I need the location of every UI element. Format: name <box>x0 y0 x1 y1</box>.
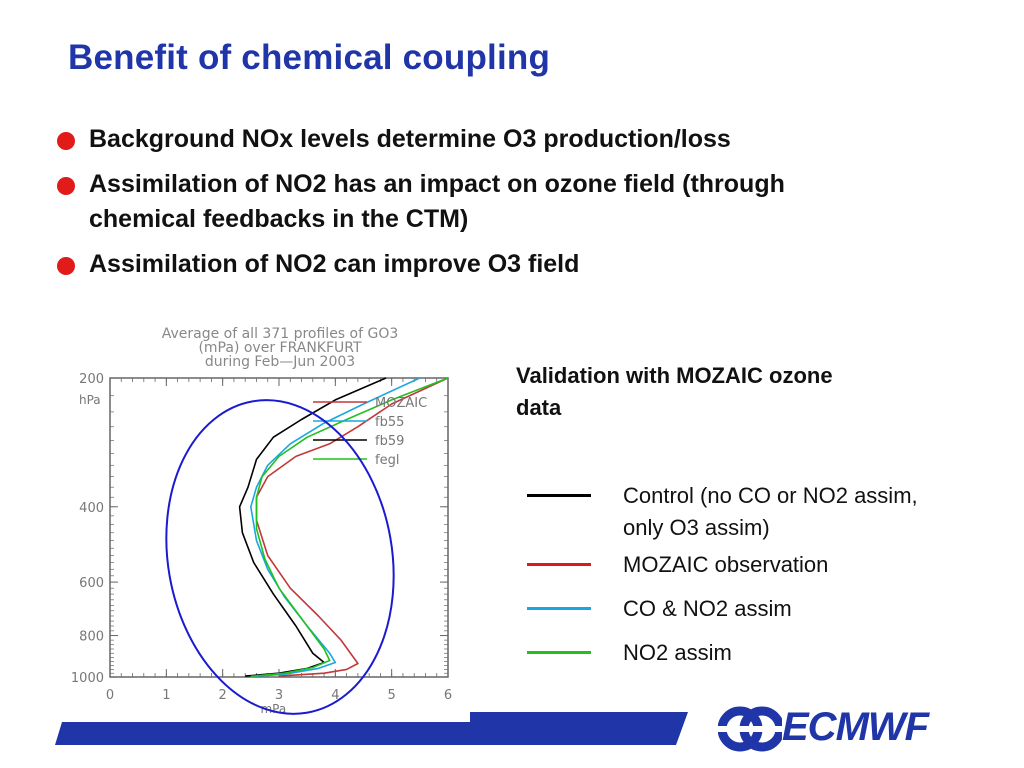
bullet-dot-icon <box>57 177 75 195</box>
legend-label: Control (no CO or NO2 assim, only O3 ass… <box>623 483 918 540</box>
x-tick-label: 4 <box>331 688 339 703</box>
legend-swatch <box>527 607 591 610</box>
y-tick-label: 600 <box>79 576 104 591</box>
chart-title: (mPa) over FRANKFURT <box>198 340 362 356</box>
logo-text: ECMWF <box>782 705 929 749</box>
series-line-fb55 <box>250 377 421 678</box>
y-axis-label: hPa <box>79 393 101 407</box>
x-tick-label: 1 <box>162 688 170 703</box>
chart-legend-label: fb55 <box>375 415 404 430</box>
bullet-text: Assimilation of NO2 has an impact on ozo… <box>89 170 785 233</box>
bullet-item: Assimilation of NO2 has an impact on ozo… <box>55 167 869 237</box>
chart-legend-label: MOZAIC <box>375 396 427 411</box>
chart-legend-label: fb59 <box>375 434 404 449</box>
bullet-dot-icon <box>57 132 75 150</box>
x-tick-label: 6 <box>444 688 452 703</box>
legend-label: CO & NO2 assim <box>623 596 792 621</box>
series-line-fegl <box>250 377 449 678</box>
legend-swatch <box>527 651 591 654</box>
x-tick-label: 2 <box>219 688 227 703</box>
x-tick-label: 3 <box>275 688 283 703</box>
chart-legend-label: fegl <box>375 453 399 468</box>
bullet-list: Background NOx levels determine O3 produ… <box>55 122 955 292</box>
ozone-profile-chart: Average of all 371 profiles of GO3(mPa) … <box>71 326 452 716</box>
legend-label: MOZAIC observation <box>623 552 829 577</box>
bullet-item: Background NOx levels determine O3 produ… <box>55 122 955 157</box>
ecmwf-logo-icon <box>718 706 782 752</box>
legend-swatch <box>527 494 591 497</box>
bullet-dot-icon <box>57 257 75 275</box>
validation-heading: Validation with MOZAIC ozone data <box>516 363 833 420</box>
legend-swatch <box>527 563 591 566</box>
y-tick-label: 800 <box>79 630 104 645</box>
chart-title: Average of all 371 profiles of GO3 <box>162 326 399 342</box>
chart-title: during Feb—Jun 2003 <box>205 354 355 370</box>
y-tick-label: 1000 <box>71 671 104 686</box>
legend-label: NO2 assim <box>623 640 732 665</box>
bullet-text: Assimilation of NO2 can improve O3 field <box>89 250 580 278</box>
x-tick-label: 5 <box>388 688 396 703</box>
y-tick-label: 400 <box>79 501 104 516</box>
bullet-text: Background NOx levels determine O3 produ… <box>89 125 731 153</box>
x-tick-label: 0 <box>106 688 114 703</box>
y-tick-label: 200 <box>79 372 104 387</box>
slide-title: Benefit of chemical coupling <box>68 38 551 77</box>
series-line-mozaic <box>255 377 449 677</box>
bullet-item: Assimilation of NO2 can improve O3 field <box>55 247 955 282</box>
series-line-fb59 <box>238 377 387 677</box>
